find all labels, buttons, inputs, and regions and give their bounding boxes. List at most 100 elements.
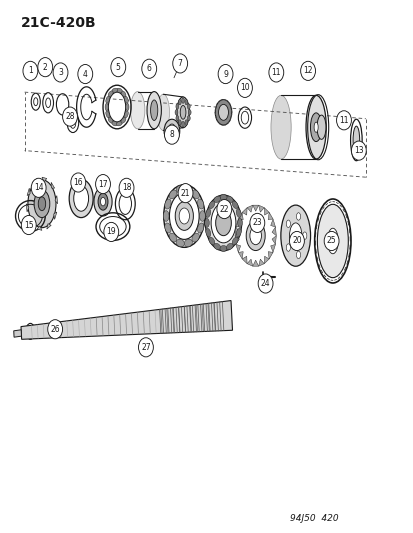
Circle shape	[21, 215, 36, 235]
Text: 15: 15	[24, 221, 33, 230]
Ellipse shape	[305, 95, 325, 159]
Ellipse shape	[327, 228, 337, 254]
Polygon shape	[271, 236, 275, 244]
Polygon shape	[258, 259, 263, 266]
Ellipse shape	[98, 193, 108, 210]
Ellipse shape	[181, 122, 184, 127]
Ellipse shape	[215, 210, 231, 236]
Text: 9: 9	[223, 70, 228, 78]
Polygon shape	[258, 205, 263, 212]
Ellipse shape	[100, 197, 105, 206]
Ellipse shape	[106, 111, 109, 118]
Circle shape	[47, 320, 62, 339]
Circle shape	[258, 274, 272, 293]
Polygon shape	[271, 227, 275, 236]
Polygon shape	[42, 177, 47, 182]
Ellipse shape	[167, 124, 176, 138]
Text: 4: 4	[83, 70, 88, 78]
Ellipse shape	[169, 192, 199, 239]
Polygon shape	[55, 196, 57, 204]
Text: 22: 22	[219, 205, 228, 214]
Ellipse shape	[116, 88, 122, 93]
Circle shape	[104, 222, 119, 241]
Circle shape	[138, 338, 153, 357]
Ellipse shape	[205, 195, 241, 251]
Circle shape	[216, 199, 231, 219]
Ellipse shape	[226, 243, 233, 249]
Ellipse shape	[236, 209, 241, 217]
Ellipse shape	[121, 117, 126, 123]
Ellipse shape	[69, 179, 93, 217]
Circle shape	[351, 141, 366, 160]
Circle shape	[237, 78, 252, 98]
Polygon shape	[270, 219, 275, 227]
Ellipse shape	[176, 116, 178, 121]
Ellipse shape	[28, 180, 56, 228]
Polygon shape	[242, 208, 247, 215]
Polygon shape	[54, 212, 57, 220]
Ellipse shape	[249, 227, 261, 245]
Text: 10: 10	[240, 83, 249, 92]
Ellipse shape	[108, 91, 113, 96]
Circle shape	[38, 58, 52, 77]
Polygon shape	[263, 256, 268, 264]
Ellipse shape	[126, 103, 129, 111]
Ellipse shape	[176, 104, 178, 109]
Circle shape	[249, 213, 264, 232]
Ellipse shape	[226, 196, 233, 203]
Ellipse shape	[310, 113, 321, 142]
Ellipse shape	[184, 239, 192, 247]
Text: 94J50  420: 94J50 420	[289, 514, 337, 523]
Ellipse shape	[211, 203, 235, 243]
Ellipse shape	[237, 219, 242, 228]
Text: 24: 24	[260, 279, 270, 288]
Text: 21: 21	[180, 189, 190, 198]
Ellipse shape	[352, 126, 359, 154]
Text: 20: 20	[292, 237, 301, 246]
Polygon shape	[242, 256, 247, 264]
Text: 28: 28	[65, 112, 75, 121]
Ellipse shape	[94, 187, 112, 216]
Ellipse shape	[124, 96, 128, 103]
Ellipse shape	[178, 100, 181, 105]
Polygon shape	[29, 220, 33, 225]
Ellipse shape	[163, 184, 204, 247]
Ellipse shape	[209, 201, 214, 209]
Circle shape	[23, 61, 38, 80]
Ellipse shape	[180, 106, 185, 119]
Ellipse shape	[163, 211, 169, 221]
Ellipse shape	[313, 122, 317, 132]
Polygon shape	[235, 227, 239, 236]
Ellipse shape	[302, 232, 306, 239]
Ellipse shape	[164, 199, 171, 209]
Text: 18: 18	[121, 183, 131, 192]
Text: 19: 19	[106, 228, 116, 237]
Ellipse shape	[192, 190, 199, 199]
Circle shape	[111, 58, 126, 77]
Ellipse shape	[205, 209, 210, 217]
Ellipse shape	[178, 120, 181, 125]
Polygon shape	[235, 236, 239, 244]
Circle shape	[142, 59, 156, 78]
Ellipse shape	[175, 110, 178, 115]
Ellipse shape	[289, 223, 301, 248]
Text: 11: 11	[338, 116, 348, 125]
Ellipse shape	[286, 244, 290, 251]
Ellipse shape	[116, 122, 122, 126]
Circle shape	[62, 107, 77, 126]
Ellipse shape	[286, 220, 290, 228]
Text: 3: 3	[58, 68, 63, 77]
Ellipse shape	[192, 233, 199, 242]
Polygon shape	[235, 219, 240, 227]
Circle shape	[164, 125, 179, 144]
Polygon shape	[252, 205, 258, 211]
Text: 1: 1	[28, 67, 33, 75]
Ellipse shape	[209, 237, 214, 245]
Circle shape	[31, 178, 46, 197]
Ellipse shape	[270, 95, 290, 159]
Ellipse shape	[164, 223, 171, 233]
Polygon shape	[238, 252, 242, 259]
Ellipse shape	[185, 100, 188, 105]
Text: 12: 12	[303, 67, 312, 75]
Polygon shape	[270, 244, 275, 252]
